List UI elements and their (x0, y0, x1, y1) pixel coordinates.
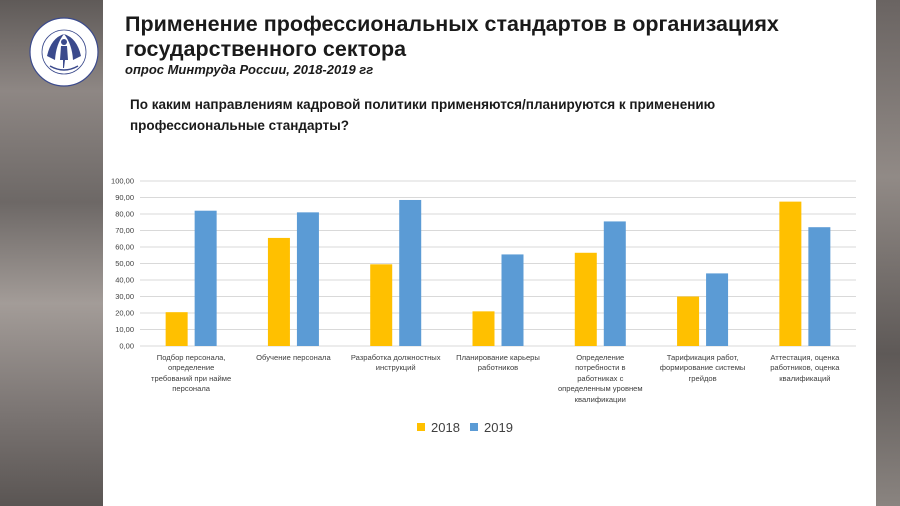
y-tick-label: 10,00 (115, 325, 134, 334)
institute-logo (29, 17, 99, 87)
bar-2019-4 (501, 254, 524, 346)
bar-2019-3 (399, 199, 422, 346)
legend-label-2018: 2018 (431, 419, 460, 435)
legend-label-2019: 2019 (484, 419, 513, 435)
survey-question: По каким направлениям кадровой политики … (130, 97, 716, 133)
x-tick-label-line: Планирование карьеры (456, 353, 540, 362)
x-tick-label-line: квалификаций (779, 373, 831, 383)
x-tick-label-line: формирование системы (659, 363, 746, 373)
x-tick-label-line: Аттестация, оценка (770, 353, 840, 362)
x-tick-label: Тарификация работ, формирование системы гр… (651, 353, 755, 384)
y-tick-label: 80,00 (115, 210, 134, 219)
y-tick-label: 0,00 (119, 342, 134, 351)
legend-swatch-2018 (417, 423, 425, 431)
x-tick-label: Подбор персонала, определение требований п… (139, 353, 243, 395)
y-tick-label: 70,00 (115, 226, 134, 235)
x-tick-label: Определение потребности в работниках с опре… (548, 353, 652, 405)
x-tick-label: Разработка должностных инструкций (344, 353, 448, 374)
bar-2018-6 (677, 296, 700, 346)
slide-subtitle: опрос Минтруда России, 2018-2019 гг (125, 62, 374, 77)
x-tick-label-line: Обучение персонала (256, 353, 331, 362)
bar-2018-3 (370, 264, 393, 346)
x-tick-label-line: определение (167, 363, 215, 373)
y-tick-label: 20,00 (115, 309, 134, 318)
y-tick-label: 40,00 (115, 276, 134, 285)
x-tick-label-line: требований при найме (151, 373, 232, 383)
x-tick-label-line: Подбор персонала, (156, 353, 226, 362)
x-tick-label-line: инструкций (375, 363, 416, 373)
background-right-photo (876, 0, 900, 506)
bar-2019-1 (194, 210, 217, 346)
slide (103, 0, 876, 506)
x-tick-label-line: потребности в (575, 363, 626, 373)
x-tick-label: Планирование карьеры работников (446, 353, 550, 374)
bar-2018-5 (574, 252, 597, 346)
x-tick-label: Обучение персонала (241, 353, 345, 363)
background-left-photo (0, 0, 103, 506)
bar-2019-7 (808, 227, 831, 346)
bar-2019-5 (603, 221, 626, 346)
x-tick-label-line: Тарификация работ, (666, 353, 739, 362)
x-tick-label-line: Определение (576, 353, 625, 362)
bar-2018-2 (267, 237, 290, 346)
x-tick-label: Аттестация, оценка работников, оценка квал… (753, 353, 857, 384)
bar-2019-6 (706, 273, 729, 346)
x-tick-label-line: работниках с (577, 373, 624, 383)
y-tick-label: 100,00 (111, 177, 134, 186)
y-tick-label: 60,00 (115, 243, 134, 252)
slide-title: Применение профессиональных стандартов в… (125, 12, 779, 61)
bar-2018-7 (779, 201, 802, 346)
x-tick-label-line: работников, оценка (770, 363, 840, 373)
x-tick-label-line: работников (477, 363, 519, 373)
legend-item-2018: 2018 (417, 418, 460, 436)
x-tick-label-line: персонала (172, 384, 211, 394)
x-tick-label-line: квалификации (574, 394, 626, 404)
bar-2019-2 (296, 212, 319, 346)
bar-2018-1 (165, 312, 188, 346)
y-tick-label: 50,00 (115, 259, 134, 268)
bar-2018-4 (472, 311, 495, 346)
legend-item-2019: 2019 (470, 418, 513, 436)
x-tick-label-line: Разработка должностных (350, 353, 441, 362)
legend-swatch-2019 (470, 423, 478, 431)
x-tick-label-line: определенным уровнем (557, 384, 643, 394)
y-tick-label: 90,00 (115, 193, 134, 202)
y-tick-label: 30,00 (115, 292, 134, 301)
x-tick-label-line: грейдов (688, 373, 717, 383)
